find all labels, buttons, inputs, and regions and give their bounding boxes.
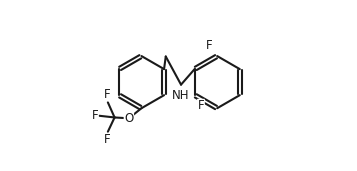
Text: F: F	[206, 39, 213, 52]
Text: F: F	[104, 88, 110, 101]
Text: F: F	[104, 133, 110, 146]
Text: F: F	[198, 99, 204, 112]
Text: O: O	[124, 112, 134, 125]
Text: NH: NH	[171, 89, 189, 102]
Text: F: F	[91, 109, 98, 122]
